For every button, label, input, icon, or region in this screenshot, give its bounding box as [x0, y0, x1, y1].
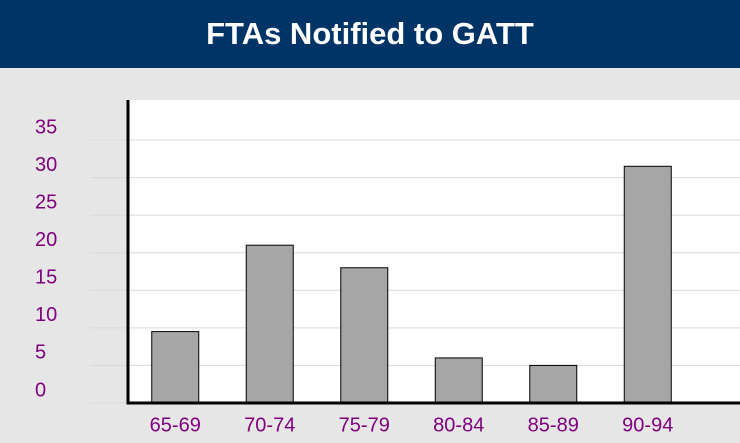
bar	[151, 331, 200, 404]
y-tick-label: 20	[35, 229, 57, 251]
title-band	[0, 0, 740, 68]
x-tick-label: 75-79	[339, 414, 390, 436]
y-tick-label: 5	[35, 342, 46, 364]
x-tick-label: 65-69	[150, 414, 201, 436]
x-tick-label: 80-84	[433, 414, 484, 436]
bar	[245, 244, 294, 404]
bar	[434, 357, 483, 404]
x-tick-label: 85-89	[528, 414, 579, 436]
x-tick-label: 90-94	[622, 414, 673, 436]
y-tick-label: 30	[35, 154, 57, 176]
y-tick-label: 35	[35, 116, 57, 138]
bar	[340, 267, 389, 404]
bar	[623, 165, 672, 404]
chart-title: FTAs Notified to GATT	[206, 16, 534, 51]
y-tick-label: 0	[35, 379, 46, 401]
y-tick-label: 15	[35, 267, 57, 289]
y-tick-label: 10	[35, 304, 57, 326]
y-tick-label: 25	[35, 191, 57, 213]
bar	[529, 364, 578, 404]
x-tick-label: 70-74	[244, 414, 295, 436]
